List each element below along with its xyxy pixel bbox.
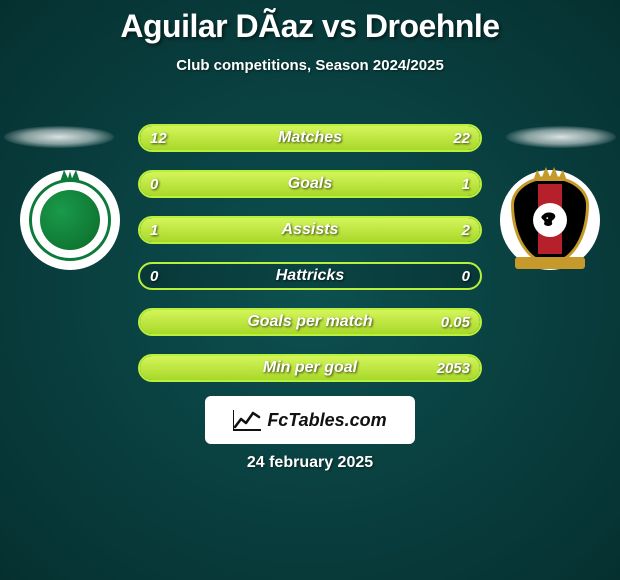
crest-shadow-right bbox=[506, 126, 616, 148]
stat-label: Goals per match bbox=[140, 310, 480, 334]
stat-value-right: 22 bbox=[453, 126, 470, 150]
stat-bar: 0Hattricks0 bbox=[138, 262, 482, 290]
lion-icon bbox=[533, 203, 567, 237]
stat-value-right: 0.05 bbox=[441, 310, 470, 334]
crown-icon bbox=[533, 167, 567, 181]
stat-bar: Goals per match0.05 bbox=[138, 308, 482, 336]
stat-label: Assists bbox=[140, 218, 480, 242]
stat-bar: 12Matches22 bbox=[138, 124, 482, 152]
crest-shadow-left bbox=[4, 126, 114, 148]
stat-bar: 0Goals1 bbox=[138, 170, 482, 198]
ribbon-icon bbox=[515, 257, 585, 269]
crown-icon bbox=[60, 170, 80, 182]
subtitle: Club competitions, Season 2024/2025 bbox=[0, 57, 620, 74]
stat-bar: Min per goal2053 bbox=[138, 354, 482, 382]
infographic-container: Aguilar DÃ­az vs Droehnle Club competiti… bbox=[0, 0, 620, 480]
team-crest-left-inner bbox=[29, 179, 111, 261]
page-title: Aguilar DÃ­az vs Droehnle bbox=[0, 0, 620, 45]
stat-label: Goals bbox=[140, 172, 480, 196]
shield-icon bbox=[511, 176, 589, 264]
date-text: 24 february 2025 bbox=[0, 454, 620, 472]
stat-label: Hattricks bbox=[140, 264, 480, 288]
stat-label: Min per goal bbox=[140, 356, 480, 380]
stat-value-right: 2053 bbox=[437, 356, 470, 380]
stat-value-right: 2 bbox=[462, 218, 470, 242]
logo-text: FcTables.com bbox=[267, 410, 386, 431]
lion-svg bbox=[539, 209, 561, 231]
stats-bars: 12Matches220Goals11Assists20Hattricks0Go… bbox=[138, 124, 482, 400]
stat-label: Matches bbox=[140, 126, 480, 150]
stat-bar: 1Assists2 bbox=[138, 216, 482, 244]
stat-value-right: 0 bbox=[462, 264, 470, 288]
team-crest-right bbox=[500, 170, 600, 270]
team-crest-left bbox=[20, 170, 120, 270]
stat-value-right: 1 bbox=[462, 172, 470, 196]
fctables-logo: FcTables.com bbox=[205, 396, 415, 444]
logo-mark-icon bbox=[233, 409, 261, 431]
